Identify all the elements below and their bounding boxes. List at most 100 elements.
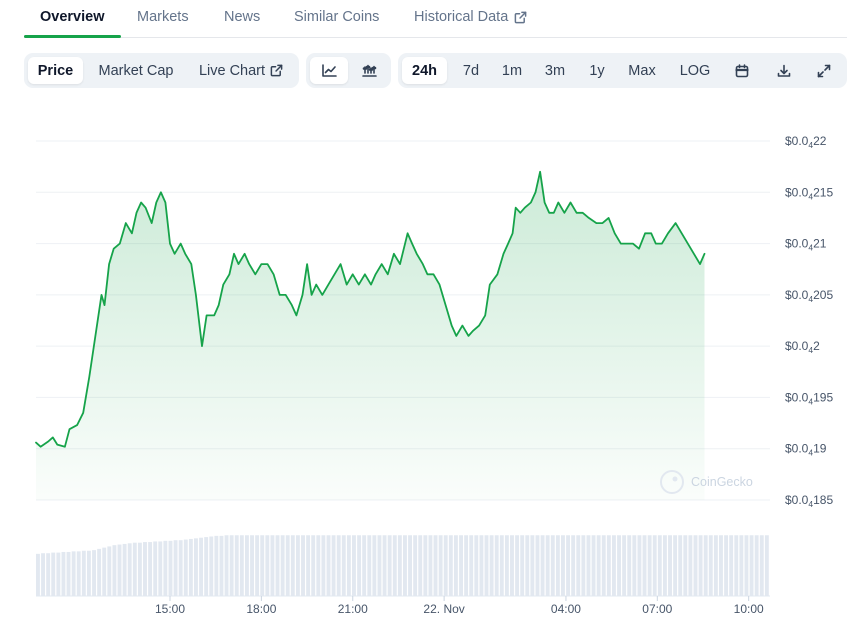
range-1y-button[interactable]: 1y	[580, 57, 614, 84]
volume-bar	[668, 535, 672, 596]
volume-bar	[499, 535, 504, 596]
volume-bar	[71, 551, 76, 596]
price-button[interactable]: Price	[28, 57, 83, 84]
volume-bar	[239, 535, 244, 596]
volume-bar	[504, 535, 509, 596]
market-cap-button-label: Market Cap	[98, 62, 174, 79]
volume-bar	[484, 535, 489, 596]
candlestick-chart-icon	[361, 64, 377, 77]
volume-bar	[581, 535, 586, 596]
volume-bar	[122, 543, 127, 596]
volume-bar	[627, 535, 632, 596]
x-tick-label: 10:00	[734, 602, 764, 616]
volume-bar	[331, 535, 336, 596]
range-label: Max	[628, 62, 656, 79]
log-scale-button[interactable]: LOG	[670, 57, 720, 84]
volume-bar	[51, 552, 56, 596]
y-tick-label: $0.04205	[785, 288, 833, 304]
y-tick-label: $0.04185	[785, 493, 833, 509]
volume-bar	[443, 535, 448, 596]
price-button-label: Price	[37, 62, 74, 79]
volume-bar	[611, 535, 616, 596]
volume-bar	[754, 535, 759, 596]
tab-overview[interactable]: Overview	[40, 9, 105, 25]
x-tick-label: 07:00	[642, 602, 672, 616]
tab-historical-data[interactable]: Historical Data	[414, 9, 527, 25]
volume-bar	[724, 535, 729, 596]
volume-bar	[759, 535, 764, 596]
volume-bar	[657, 535, 662, 596]
range-max-button[interactable]: Max	[620, 57, 664, 84]
volume-bar	[459, 535, 463, 596]
volume-bar	[525, 535, 530, 596]
range-label: 7d	[462, 62, 480, 79]
line-chart-button[interactable]	[310, 57, 348, 84]
volume-bar	[97, 548, 102, 596]
volume-bar	[494, 535, 499, 596]
range-1m-button[interactable]: 1m	[494, 57, 530, 84]
active-tab-indicator	[24, 35, 121, 38]
range-label: LOG	[679, 62, 711, 79]
volume-bar	[637, 535, 642, 596]
volume-bar	[464, 535, 469, 596]
x-tick-label: 15:00	[155, 602, 185, 616]
volume-bar	[550, 535, 555, 596]
volume-bar	[148, 542, 153, 596]
tab-news[interactable]: News	[224, 9, 260, 25]
tab-label: Similar Coins	[294, 9, 380, 25]
volume-bar	[693, 535, 698, 596]
time-range-group: 24h 7d 1m 3m 1y Max LOG	[398, 53, 847, 88]
calendar-button[interactable]	[727, 57, 757, 84]
volume-bar	[555, 535, 560, 596]
volume-bar	[729, 535, 734, 596]
volume-bar	[316, 535, 321, 596]
volume-bar	[540, 535, 545, 596]
volume-bar	[158, 541, 163, 596]
volume-bar	[209, 536, 214, 596]
live-chart-button[interactable]: Live Chart	[190, 57, 292, 84]
tab-similar-coins[interactable]: Similar Coins	[294, 9, 379, 25]
tab-label: Overview	[40, 9, 105, 25]
y-tick-label: $0.04195	[785, 390, 833, 406]
calendar-icon	[735, 63, 749, 77]
tab-markets[interactable]: Markets	[137, 9, 189, 25]
market-cap-button[interactable]: Market Cap	[90, 57, 182, 84]
volume-bar	[306, 535, 311, 596]
volume-bar	[188, 538, 193, 596]
volume-bar	[244, 535, 249, 596]
volume-bar	[698, 535, 703, 596]
volume-bar	[418, 535, 423, 596]
volume-bar	[270, 535, 275, 596]
candlestick-chart-button[interactable]	[350, 57, 388, 84]
download-icon	[777, 64, 791, 77]
volume-bar	[642, 535, 647, 596]
coingecko-watermark: CoinGecko	[660, 470, 753, 494]
volume-bar	[102, 547, 107, 596]
volume-bar	[703, 535, 708, 596]
volume-bar	[137, 542, 142, 596]
range-label: 1m	[501, 62, 523, 79]
volume-bars	[36, 535, 769, 596]
tab-label: Markets	[137, 9, 189, 25]
volume-bar	[153, 541, 158, 596]
volume-bar	[683, 535, 688, 596]
tab-bar: Overview Markets News Similar Coins Hist…	[24, 0, 847, 38]
y-axis-labels: $0.04185 $0.0419 $0.04195 $0.042 $0.04205 $0.…	[785, 134, 833, 509]
volume-bar	[127, 543, 132, 596]
fullscreen-button[interactable]	[809, 57, 839, 84]
volume-bar	[76, 551, 81, 596]
volume-bar	[596, 535, 601, 596]
volume-bar	[606, 535, 611, 596]
volume-bar	[764, 535, 769, 596]
range-3m-button[interactable]: 3m	[537, 57, 573, 84]
volume-bar	[321, 535, 326, 596]
volume-bar	[708, 535, 713, 596]
volume-bar	[336, 535, 341, 596]
volume-bar	[530, 535, 535, 596]
range-7d-button[interactable]: 7d	[453, 57, 489, 84]
download-button[interactable]	[769, 57, 799, 84]
volume-bar	[622, 535, 627, 596]
range-24h-button[interactable]: 24h	[402, 57, 447, 84]
volume-bar	[382, 535, 387, 596]
